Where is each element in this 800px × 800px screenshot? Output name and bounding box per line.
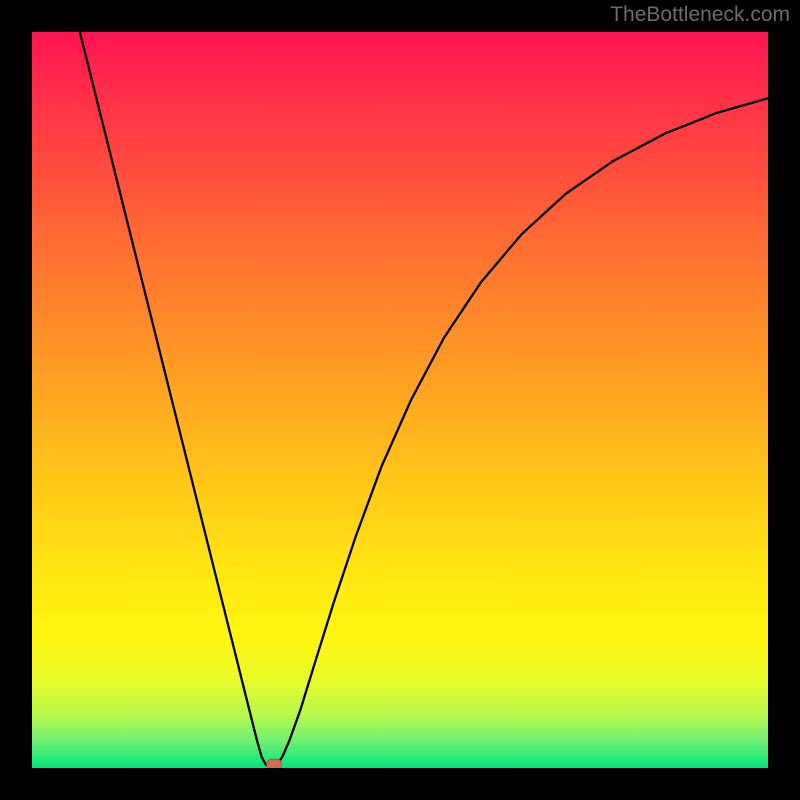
bottleneck-curve-path: [80, 32, 768, 767]
optimal-marker: [267, 759, 282, 768]
border-right: [768, 0, 800, 800]
border-left: [0, 0, 32, 800]
plot-area: [32, 32, 768, 768]
bottleneck-curve-svg: [32, 32, 768, 768]
chart-frame: TheBottleneck.com: [0, 0, 800, 800]
border-bottom: [0, 768, 800, 800]
watermark-text: TheBottleneck.com: [610, 3, 790, 27]
